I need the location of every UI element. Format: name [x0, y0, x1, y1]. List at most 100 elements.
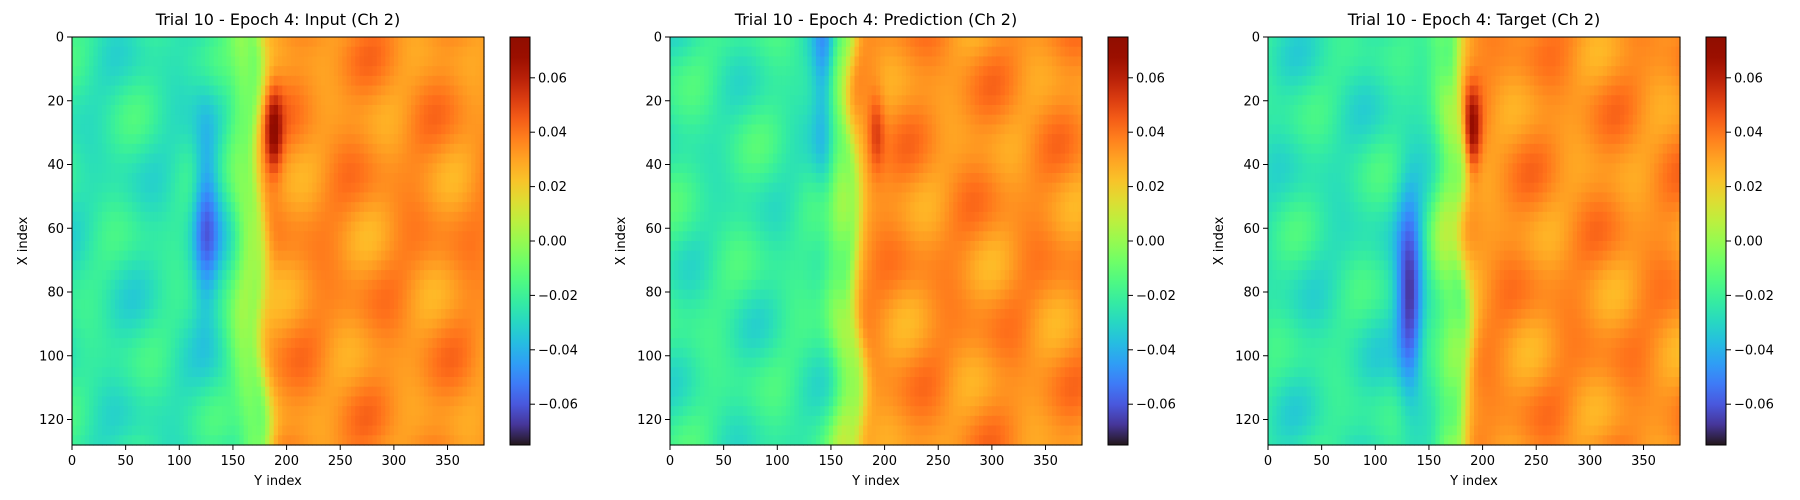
heatmap-cell — [406, 425, 412, 436]
heatmap-cell — [89, 338, 95, 349]
heatmap-cell — [820, 124, 826, 135]
heatmap-cell — [398, 260, 404, 271]
heatmap-cell — [445, 415, 451, 427]
heatmap-cell — [247, 270, 253, 281]
heatmap-cell — [123, 260, 129, 271]
heatmap-cell — [93, 75, 99, 87]
heatmap-cell — [393, 192, 399, 203]
heatmap-cell — [119, 95, 125, 106]
heatmap-cell — [196, 173, 202, 184]
heatmap-cell — [811, 95, 817, 106]
heatmap-cell — [157, 182, 163, 194]
heatmap-cell — [140, 192, 146, 203]
heatmap-cell — [76, 163, 82, 174]
heatmap-cell — [385, 415, 391, 427]
heatmap-cell — [179, 192, 185, 203]
heatmap-cell — [196, 328, 202, 339]
heatmap-cell — [166, 309, 172, 320]
heatmap-cell — [368, 270, 374, 281]
heatmap-cell — [93, 279, 99, 291]
heatmap-cell — [803, 85, 808, 96]
heatmap-cell — [888, 46, 894, 58]
heatmap-cell — [175, 338, 180, 349]
heatmap-cell — [239, 425, 245, 436]
heatmap-cell — [273, 75, 279, 87]
heatmap-cell — [290, 202, 296, 213]
heatmap-cell — [102, 318, 107, 330]
heatmap-cell — [376, 318, 382, 330]
heatmap-cell — [256, 425, 262, 436]
heatmap-cell — [290, 347, 296, 359]
heatmap-cell — [674, 95, 680, 106]
heatmap-cell — [153, 134, 159, 145]
heatmap-cell — [80, 338, 86, 349]
heatmap-cell — [368, 124, 374, 135]
heatmap-cell — [127, 114, 133, 126]
heatmap-cell — [953, 37, 959, 48]
heatmap-cell — [342, 114, 348, 126]
heatmap-cell — [213, 134, 219, 145]
heatmap-cell — [987, 37, 993, 48]
heatmap-cell — [72, 347, 77, 359]
heatmap-cell — [462, 425, 468, 436]
heatmap-cell — [226, 367, 232, 378]
heatmap-cell — [393, 56, 399, 67]
heatmap-cell — [948, 85, 954, 96]
heatmap-cell — [282, 367, 288, 378]
heatmap-cell — [316, 250, 322, 262]
heatmap-cell — [200, 338, 206, 349]
heatmap-cell — [687, 56, 693, 67]
heatmap-cell — [458, 192, 464, 203]
heatmap-cell — [260, 192, 266, 203]
heatmap-cell — [389, 396, 395, 407]
heatmap-cell — [84, 357, 90, 368]
heatmap-cell — [170, 134, 176, 145]
heatmap-cell — [76, 221, 82, 232]
heatmap-cell — [747, 46, 753, 58]
heatmap-cell — [140, 435, 146, 446]
heatmap-cell — [119, 328, 125, 339]
heatmap-cell — [471, 163, 477, 174]
heatmap-cell — [192, 173, 198, 184]
heatmap-cell — [462, 279, 468, 291]
heatmap-cell — [824, 105, 830, 116]
heatmap-cell — [243, 406, 249, 417]
heatmap-cell — [785, 124, 791, 135]
heatmap-cell — [966, 85, 972, 96]
heatmap-cell — [436, 114, 442, 126]
heatmap-cell — [398, 66, 404, 77]
heatmap-cell — [140, 56, 146, 67]
heatmap-cell — [132, 95, 137, 106]
heatmap-cell — [200, 211, 206, 223]
heatmap-cell — [320, 153, 326, 164]
heatmap-cell — [205, 299, 210, 310]
heatmap-cell — [295, 75, 301, 87]
heatmap-cell — [290, 299, 296, 310]
heatmap-cell — [183, 192, 189, 203]
heatmap-cell — [260, 270, 266, 281]
heatmap-cell — [84, 241, 90, 252]
heatmap-cell — [1009, 75, 1014, 87]
heatmap-cell — [837, 95, 843, 106]
heatmap-cell — [415, 425, 421, 436]
heatmap-cell — [278, 260, 283, 271]
heatmap-cell — [80, 173, 86, 184]
heatmap-cell — [299, 377, 305, 388]
heatmap-cell — [162, 289, 168, 300]
heatmap-cell — [226, 46, 232, 58]
heatmap-cell — [166, 377, 172, 388]
heatmap-cell — [72, 435, 77, 446]
heatmap-cell — [217, 56, 223, 67]
heatmap-cell — [127, 163, 133, 174]
heatmap-cell — [252, 260, 258, 271]
heatmap-cell — [436, 289, 442, 300]
heatmap-cell — [76, 134, 82, 145]
heatmap-cell — [987, 46, 993, 58]
heatmap-cell — [127, 241, 133, 252]
heatmap-cell — [342, 328, 348, 339]
heatmap-cell — [914, 46, 920, 58]
heatmap-cell — [923, 85, 929, 96]
heatmap-cell — [381, 46, 386, 58]
heatmap-cell — [166, 153, 172, 164]
heatmap-cell — [72, 279, 77, 291]
